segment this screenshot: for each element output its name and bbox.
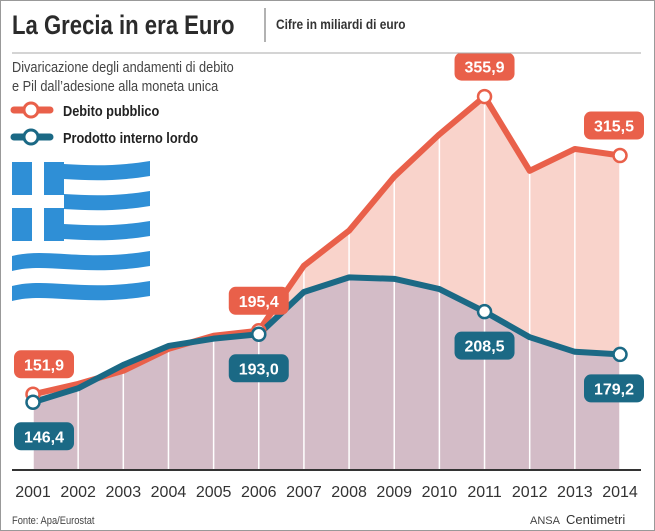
data-label-box: [14, 422, 74, 451]
gdp-point: [612, 346, 628, 363]
logo-agency: ANSA: [530, 515, 561, 527]
legend: Debito pubblico Prodotto interno lordo: [10, 101, 198, 146]
data-label: 315,5: [594, 119, 634, 136]
data-label: 208,5: [465, 339, 505, 356]
data-label: 193,0: [239, 361, 279, 378]
gdp-area: [33, 277, 620, 470]
data-label-box: [228, 354, 289, 383]
flag-stripe: [12, 251, 150, 271]
x-tick-label: 2008: [331, 484, 367, 501]
gdp-point: [476, 303, 493, 320]
data-label: 355,9: [465, 60, 505, 77]
data-label: 195,4: [239, 294, 279, 311]
legend-label-gdp: Prodotto interno lordo: [63, 129, 198, 146]
flag-cross-v: [32, 162, 44, 241]
debt-point: [476, 88, 493, 105]
data-label: 151,9: [24, 357, 64, 374]
gdp-point: [25, 394, 41, 411]
flag-stripe: [12, 281, 150, 301]
x-tick-label: 2013: [557, 484, 593, 501]
data-label-box: [228, 286, 289, 315]
gdp-line: [32, 274, 621, 406]
data-label: 179,2: [594, 381, 634, 398]
data-label-box: [14, 350, 74, 379]
chart-subtitle: Cifre in miliardi di euro: [276, 16, 406, 32]
gdp-point: [251, 326, 267, 343]
chart-title: La Grecia in era Euro: [12, 11, 235, 41]
plot-area: 2001 2002 2003 2004 2005 2006 2007 2008 2009 2010…: [12, 52, 644, 501]
description-line-2: e Pil dall’adesione alla moneta unica: [12, 78, 219, 94]
area-mask: [33, 66, 620, 395]
x-tick-label: 2009: [376, 484, 412, 501]
data-label: 146,4: [24, 429, 64, 446]
x-tick-label: 2002: [60, 484, 96, 501]
x-tick-label: 2011: [467, 484, 502, 501]
legend-item-debt: Debito pubblico: [10, 101, 159, 119]
data-label-box: [454, 52, 515, 81]
legend-item-gdp: Prodotto interno lordo: [10, 128, 198, 146]
x-tick-label: 2006: [241, 484, 277, 501]
x-tick-label: 2003: [106, 484, 142, 501]
gdp-marker-icon: [22, 128, 40, 146]
x-tick-label: 2012: [512, 484, 548, 501]
x-tick-label: 2014: [602, 484, 638, 501]
source-note: Fonte: Apa/Eurostat: [12, 515, 95, 527]
legend-label-debt: Debito pubblico: [63, 102, 159, 119]
x-tick-label: 2007: [286, 484, 322, 501]
debt-marker-icon: [22, 101, 40, 119]
data-label-box: [454, 331, 515, 360]
x-tick-label: 2004: [151, 484, 187, 501]
x-tick-label: 2010: [422, 484, 458, 501]
greece-flag-icon: [12, 161, 150, 301]
x-tick-label: 2001: [15, 484, 51, 501]
data-label-box: [584, 111, 644, 140]
data-label-box: [584, 374, 644, 403]
debt-line: [32, 93, 621, 398]
x-tick-label: 2005: [196, 484, 232, 501]
ansa-centimetri-logo: ANSA Centimetri: [530, 512, 625, 527]
description-line-1: Divaricazione degli andamenti di debito: [12, 59, 234, 75]
debt-point: [612, 147, 628, 164]
logo-brand: Centimetri: [566, 512, 625, 527]
